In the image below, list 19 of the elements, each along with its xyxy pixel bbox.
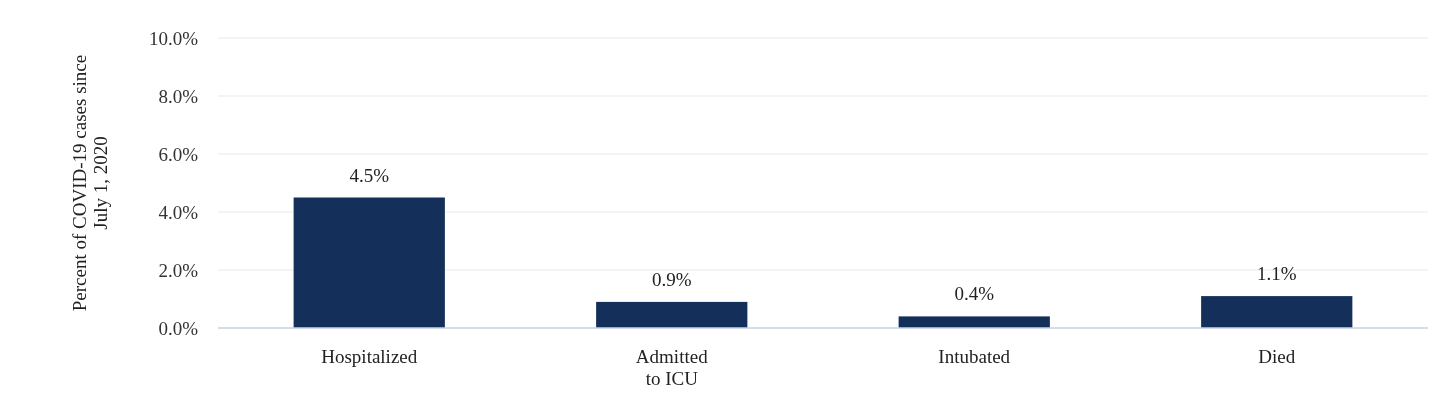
data-label: 0.4% xyxy=(954,283,995,305)
data-label: 4.5% xyxy=(349,164,390,186)
x-tick-label: Died xyxy=(1258,346,1296,367)
x-tick-label: Hospitalized xyxy=(321,346,418,367)
y-tick-label: 10.0% xyxy=(148,27,199,49)
y-tick-label: 8.0% xyxy=(158,85,199,107)
bar xyxy=(898,316,1050,328)
bar xyxy=(1201,296,1353,328)
y-tick-label: 0.0% xyxy=(158,317,199,339)
y-tick-label: 4.0% xyxy=(158,201,199,223)
y-tick-label: 6.0% xyxy=(158,143,199,165)
bar xyxy=(596,301,748,328)
data-label: 1.1% xyxy=(1256,263,1297,285)
bar xyxy=(293,197,445,328)
y-tick-label: 2.0% xyxy=(158,259,199,281)
data-label: 0.9% xyxy=(651,268,692,290)
x-tick-label: Intubated xyxy=(938,346,1011,367)
y-axis-title: Percent of COVID-19 cases since July 1, 2020 xyxy=(69,54,111,312)
x-tick-label: Admitted to ICU xyxy=(635,346,709,389)
